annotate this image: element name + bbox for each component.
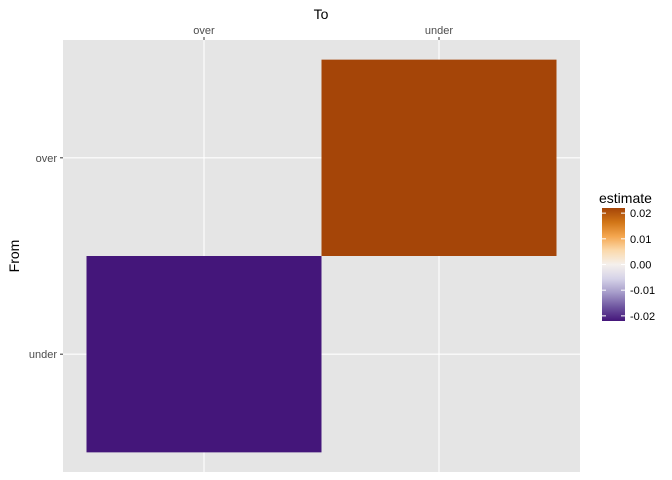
y-axis: over under: [29, 153, 63, 361]
legend-tick-label: -0.02: [630, 311, 655, 323]
legend-tick-label: 0.02: [630, 208, 651, 220]
y-tick-label: under: [29, 349, 57, 361]
y-axis-title: From: [6, 240, 22, 273]
heatmap-cells: [86, 59, 557, 453]
legend-tick-label: -0.01: [630, 285, 655, 297]
legend-tick-label: 0.00: [630, 260, 651, 272]
y-tick-label: over: [36, 153, 58, 165]
x-axis-title: To: [314, 6, 329, 22]
heatmap-cell-under-to-over: [86, 256, 322, 453]
legend-tick-label: 0.01: [630, 234, 651, 246]
x-tick-label: over: [193, 25, 215, 37]
legend-title: estimate: [599, 190, 652, 206]
legend: estimate 0.02 0.01 0.00 -0.01 -0.02: [599, 190, 655, 323]
x-axis: over under: [193, 25, 453, 40]
legend-colorbar: [602, 208, 625, 321]
heatmap-cell-over-to-under: [321, 59, 557, 256]
x-tick-label: under: [425, 25, 453, 37]
